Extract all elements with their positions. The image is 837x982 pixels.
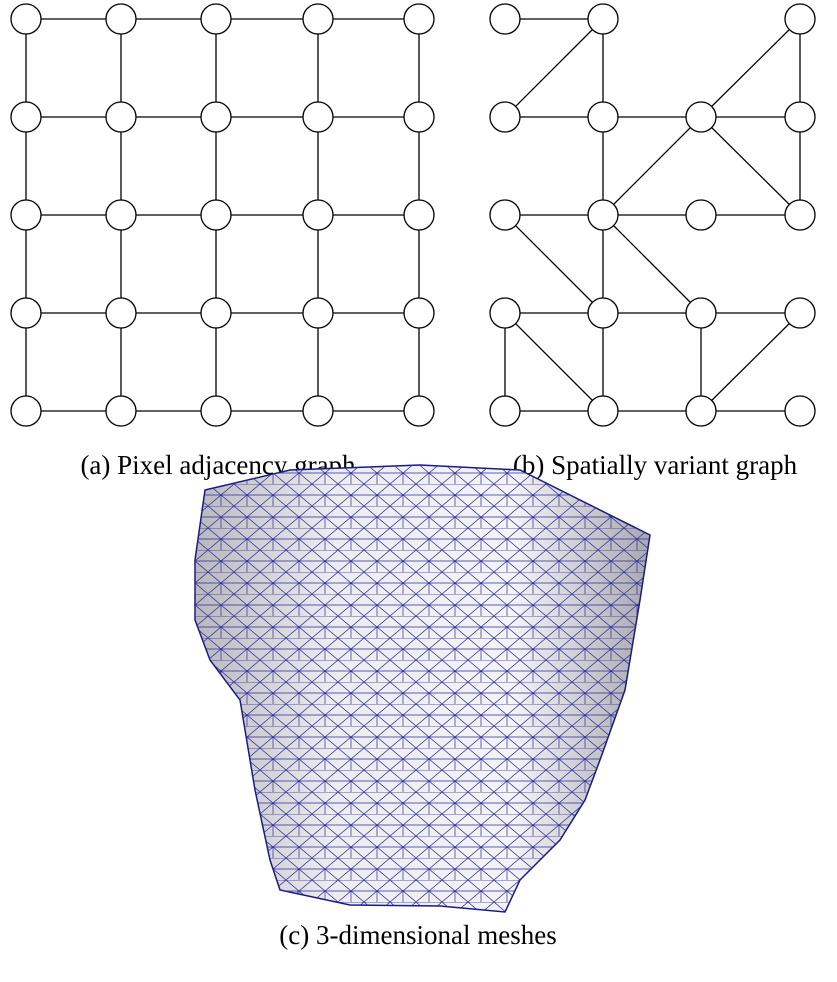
figure: (a) Pixel adjacency graph (b) Spatially … [0, 0, 837, 982]
caption: (b) Spatially variant graph [513, 450, 798, 480]
variant-edges [505, 19, 800, 411]
mesh [195, 465, 650, 912]
caption: (c) 3-dimensional meshes [279, 920, 556, 950]
